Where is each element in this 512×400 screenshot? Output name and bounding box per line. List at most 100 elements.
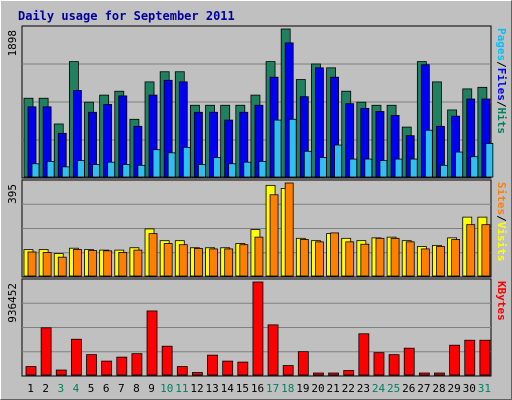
bar-sites-30 [466, 224, 476, 277]
bar-kbytes-25 [388, 354, 400, 376]
x-tick-label: 12 [190, 382, 203, 395]
x-tick-label: 4 [73, 382, 80, 395]
x-tick-label: 30 [463, 382, 476, 395]
x-tick-label: 20 [311, 382, 324, 395]
bar-sites-27 [420, 248, 430, 277]
x-tick-label: 25 [387, 382, 400, 395]
bar-sites-13 [209, 248, 218, 277]
bar-sites-1 [27, 251, 37, 277]
panel-kbytes: 936452 KBytes [6, 278, 508, 377]
series-kbytes [25, 281, 491, 376]
bar-sites-7 [118, 252, 128, 277]
bar-pages-11 [182, 146, 191, 178]
bar-pages-14 [228, 163, 237, 178]
bar-kbytes-10 [161, 345, 173, 376]
bar-pages-16 [258, 161, 267, 178]
x-tick-label: 21 [327, 382, 340, 395]
legend-entry: / [495, 215, 508, 222]
bar-sites-17 [269, 194, 279, 277]
x-tick-label: 17 [266, 382, 279, 395]
bar-sites-26 [405, 241, 415, 277]
bar-sites-31 [481, 224, 491, 277]
x-tick-label: 22 [342, 382, 355, 395]
bar-sites-8 [133, 249, 143, 277]
legend-entry: Sites [495, 182, 508, 215]
y-max-label-kbytes: 936452 [6, 283, 19, 323]
x-tick-label: 31 [478, 382, 491, 395]
bar-kbytes-29 [449, 344, 461, 376]
bar-sites-22 [345, 241, 355, 277]
bar-pages-19 [303, 150, 312, 178]
panel-visits: 395 Sites/Visits [6, 179, 508, 278]
x-tick-label: 24 [372, 382, 386, 395]
bar-pages-24 [379, 160, 388, 178]
legend-visits: Sites/Visits [495, 182, 508, 262]
bar-kbytes-6 [101, 360, 113, 376]
bar-pages-2 [46, 161, 55, 178]
x-tick-label: 27 [417, 382, 430, 395]
bar-kbytes-24 [373, 352, 385, 376]
bar-kbytes-3 [55, 369, 67, 376]
bar-sites-18 [284, 182, 294, 277]
bar-pages-10 [167, 152, 176, 178]
series-pages [31, 118, 494, 178]
bar-sites-9 [148, 233, 158, 277]
bar-kbytes-26 [403, 347, 415, 376]
legend-hits: Pages/Files/Hits [495, 28, 508, 134]
bar-sites-11 [178, 244, 188, 277]
x-tick-label: 16 [251, 382, 264, 395]
bar-kbytes-13 [207, 354, 218, 376]
bar-pages-7 [122, 164, 131, 178]
bar-pages-28 [440, 164, 448, 178]
bar-pages-9 [152, 149, 161, 178]
bar-sites-6 [103, 250, 113, 277]
bar-sites-29 [451, 239, 461, 277]
bar-pages-3 [61, 166, 70, 178]
bar-kbytes-20 [313, 372, 324, 376]
bar-sites-15 [239, 244, 249, 277]
bar-sites-10 [163, 243, 173, 277]
bar-kbytes-11 [176, 366, 188, 376]
bar-pages-8 [137, 164, 146, 178]
bar-sites-24 [375, 237, 385, 277]
x-tick-label: 14 [221, 382, 235, 395]
x-tick-label: 1 [27, 382, 34, 395]
x-axis-tick-labels: 1 2 3 4 5 6 7 8 9 10 11 12 13 14 15 16 17 18 19 20 21 22 23 24 2… [27, 382, 491, 395]
bar-pages-5 [92, 164, 100, 178]
bar-kbytes-14 [222, 360, 234, 376]
legend-entry: Visits [495, 222, 508, 262]
bar-kbytes-22 [343, 370, 355, 376]
x-tick-label: 9 [148, 382, 155, 395]
bar-pages-12 [198, 164, 206, 178]
legend-entry: Files [495, 68, 508, 101]
y-max-label-visits: 395 [6, 184, 19, 204]
x-tick-label: 3 [58, 382, 65, 395]
bar-sites-20 [315, 241, 324, 277]
bar-kbytes-18 [282, 365, 294, 376]
bar-kbytes-16 [252, 281, 264, 376]
legend-entry: Hits [495, 108, 508, 135]
bar-kbytes-9 [146, 310, 158, 376]
bar-kbytes-15 [237, 361, 249, 376]
bar-kbytes-1 [25, 366, 37, 376]
bar-pages-25 [394, 158, 403, 178]
bar-kbytes-30 [464, 339, 476, 376]
bar-kbytes-12 [192, 372, 203, 376]
bar-sites-16 [254, 236, 264, 277]
x-tick-label: 5 [88, 382, 95, 395]
x-tick-label: 19 [296, 382, 309, 395]
bar-pages-22 [349, 158, 358, 178]
bar-kbytes-31 [479, 339, 491, 376]
bar-pages-26 [409, 158, 418, 178]
bar-pages-15 [243, 161, 252, 178]
series-sites [27, 182, 491, 277]
x-tick-label: 13 [205, 382, 218, 395]
bar-pages-13 [213, 157, 221, 178]
x-tick-label: 10 [160, 382, 173, 395]
bar-pages-30 [470, 156, 479, 178]
bar-pages-29 [455, 151, 464, 178]
legend-entry: / [495, 61, 508, 68]
